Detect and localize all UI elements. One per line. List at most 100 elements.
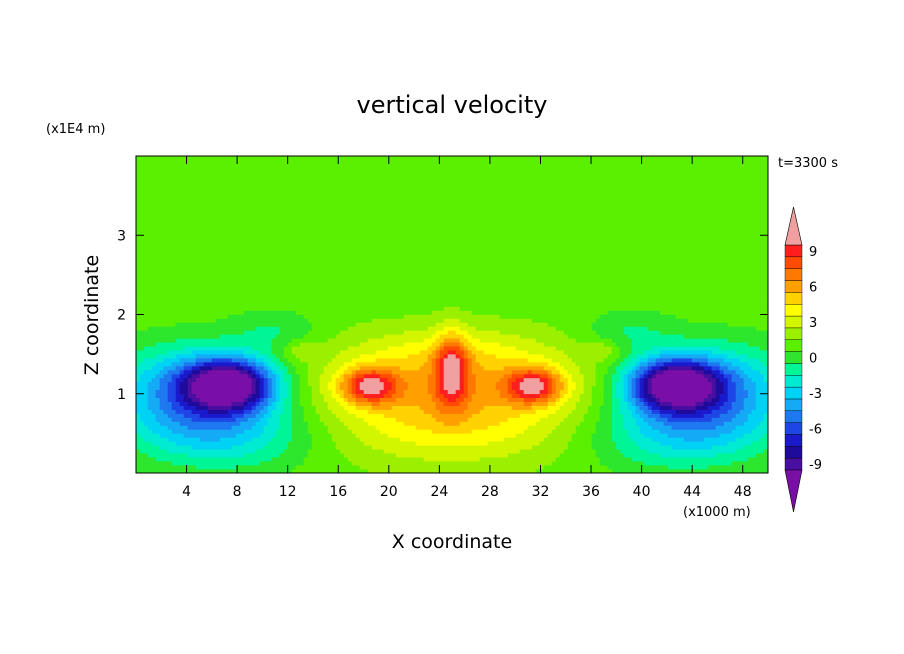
field-cell: [171, 429, 177, 434]
field-cell: [715, 389, 721, 395]
field-cell: [707, 401, 713, 406]
field-cell: [695, 456, 701, 462]
field-cell: [455, 452, 461, 458]
field-cell: [495, 425, 501, 430]
field-cell: [479, 413, 485, 418]
field-cell: [363, 393, 369, 399]
field-cell: [139, 437, 145, 442]
field-cell: [511, 377, 517, 383]
field-cell: [651, 397, 657, 402]
field-cell: [475, 397, 481, 402]
field-cell: [323, 373, 329, 379]
field-cell: [627, 421, 633, 426]
field-cell: [719, 377, 725, 383]
field-cell: [511, 413, 517, 418]
field-cell: [315, 349, 321, 355]
field-cell: [667, 405, 673, 410]
field-cell: [479, 381, 485, 387]
field-cell: [759, 452, 765, 458]
field-cell: [387, 361, 393, 367]
field-cell: [479, 417, 485, 422]
field-cell: [623, 413, 629, 418]
field-cell: [635, 456, 641, 462]
field-cell: [379, 413, 385, 418]
field-cell: [495, 389, 501, 395]
field-cell: [559, 456, 565, 462]
field-cell: [551, 448, 557, 454]
field-cell: [359, 393, 365, 399]
field-cell: [707, 353, 713, 359]
field-cell: [327, 345, 333, 351]
field-cell: [219, 345, 225, 351]
field-cell: [395, 405, 401, 410]
field-cell: [615, 460, 621, 466]
field-cell: [319, 421, 325, 426]
field-cell: [719, 441, 725, 446]
field-cell: [263, 405, 269, 410]
field-cell: [423, 425, 429, 430]
field-cell: [187, 441, 193, 446]
field-cell: [611, 452, 617, 458]
field-cell: [755, 425, 761, 430]
field-cell: [419, 373, 425, 379]
field-cell: [199, 345, 205, 351]
field-cell: [235, 389, 241, 395]
field-cell: [595, 377, 601, 383]
field-cell: [671, 369, 677, 375]
field-cell: [151, 361, 157, 367]
field-cell: [715, 452, 721, 458]
field-cell: [455, 456, 461, 462]
field-cell: [667, 425, 673, 430]
field-cell: [251, 353, 257, 359]
field-cell: [319, 405, 325, 410]
field-cell: [339, 425, 345, 430]
field-cell: [279, 433, 285, 438]
field-cell: [339, 429, 345, 434]
field-cell: [147, 365, 153, 371]
field-cell: [223, 417, 229, 422]
field-cell: [407, 433, 413, 438]
field-cell: [695, 357, 701, 363]
field-cell: [455, 417, 461, 422]
field-cell: [207, 349, 213, 355]
field-cell: [591, 389, 597, 395]
field-cell: [171, 464, 177, 470]
field-cell: [247, 441, 253, 446]
field-cell: [487, 389, 493, 395]
field-cell: [659, 353, 665, 359]
field-cell: [399, 377, 405, 383]
field-cell: [227, 385, 233, 391]
field-cell: [671, 377, 677, 383]
field-cell: [383, 460, 389, 466]
field-cell: [623, 349, 629, 355]
field-cell: [619, 405, 625, 410]
field-cell: [275, 464, 281, 470]
field-cell: [335, 413, 341, 418]
field-cell: [155, 369, 161, 375]
field-cell: [299, 429, 305, 434]
field-cell: [675, 377, 681, 383]
field-cell: [327, 468, 333, 473]
field-cell: [563, 397, 569, 402]
field-cell: [367, 452, 373, 458]
field-cell: [363, 429, 369, 434]
field-cell: [535, 377, 541, 383]
field-cell: [619, 349, 625, 355]
field-cell: [295, 397, 301, 402]
field-cell: [143, 381, 149, 387]
field-cell: [219, 409, 225, 414]
field-cell: [731, 357, 737, 363]
field-cell: [439, 369, 445, 375]
field-cell: [459, 448, 465, 454]
field-cell: [655, 369, 661, 375]
field-cell: [499, 452, 505, 458]
field-cell: [707, 369, 713, 375]
field-cell: [159, 393, 165, 399]
field-cell: [179, 437, 185, 442]
field-cell: [235, 405, 241, 410]
field-cell: [439, 437, 445, 442]
field-cell: [263, 409, 269, 414]
field-cell: [659, 464, 665, 470]
field-cell: [239, 345, 245, 351]
field-cell: [323, 460, 329, 466]
